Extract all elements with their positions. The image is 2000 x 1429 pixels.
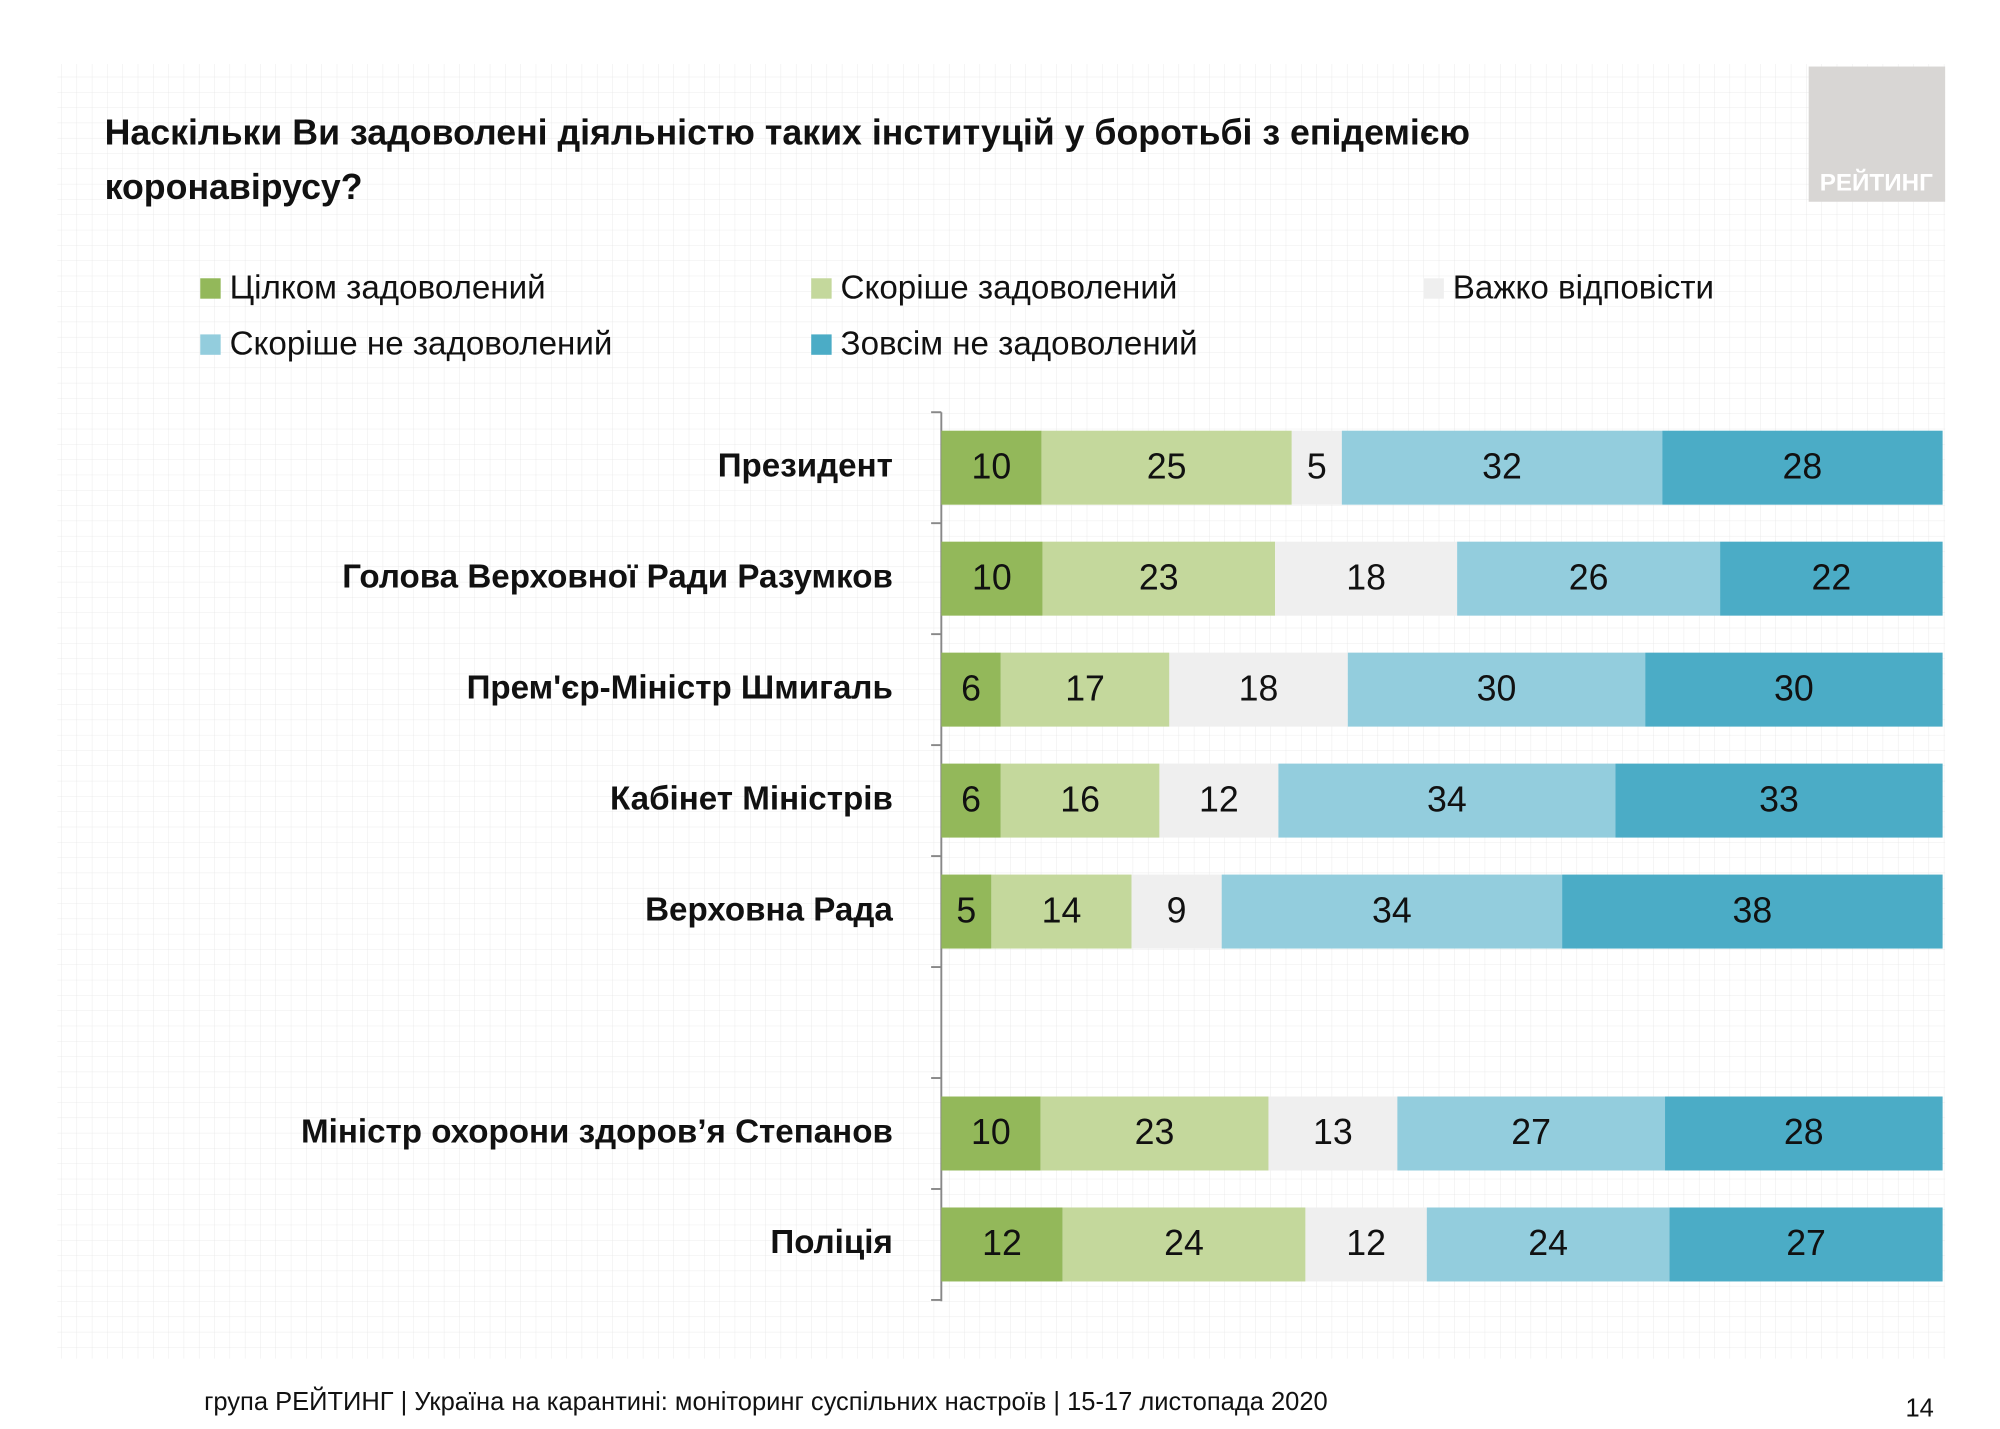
legend-swatch <box>811 334 832 355</box>
value-label: 28 <box>1784 1112 1824 1152</box>
value-label: 17 <box>1065 668 1105 708</box>
bar-segment <box>941 1096 1041 1171</box>
bar-segment <box>1615 763 1943 838</box>
value-label: 26 <box>1569 557 1609 597</box>
value-label: 16 <box>1060 779 1100 819</box>
bar-segment <box>1275 541 1458 616</box>
value-label: 32 <box>1482 446 1522 486</box>
bar-segment <box>1662 430 1943 505</box>
bar-segment <box>1305 1207 1427 1282</box>
title-box: Наскільки Ви задоволені діяльністю таких… <box>104 112 1471 207</box>
legend-swatch <box>811 278 832 299</box>
bar-segment <box>941 763 1001 838</box>
value-label: 6 <box>961 668 981 708</box>
value-label: 18 <box>1346 557 1386 597</box>
value-label: 30 <box>1477 668 1517 708</box>
bar-segment <box>1042 541 1276 616</box>
value-label: 22 <box>1811 557 1851 597</box>
value-label: 5 <box>1307 446 1327 486</box>
bar-segment <box>1291 430 1342 505</box>
category-label: Верховна Рада <box>645 891 893 928</box>
value-label: 34 <box>1372 890 1412 930</box>
bar-segment <box>941 1207 1063 1282</box>
value-label: 14 <box>1042 890 1082 930</box>
bar-segment <box>1278 763 1616 838</box>
value-label: 23 <box>1139 557 1179 597</box>
bar-segment <box>1669 1207 1943 1282</box>
logo-box <box>1808 66 1946 202</box>
bar-segment <box>1000 652 1170 727</box>
bar-segment <box>941 874 992 949</box>
value-label: 10 <box>972 557 1012 597</box>
bar-segment <box>1268 1096 1398 1171</box>
value-label: 30 <box>1774 668 1814 708</box>
value-label: 18 <box>1239 668 1279 708</box>
value-label: 12 <box>982 1223 1022 1263</box>
value-label: 10 <box>971 1112 1011 1152</box>
bar-segment <box>941 541 1043 616</box>
value-label: 5 <box>956 890 976 930</box>
category-label: Прем'єр-Міністр Шмигаль <box>467 669 893 706</box>
value-label: 38 <box>1733 890 1773 930</box>
value-label: 24 <box>1528 1223 1568 1263</box>
category-label: Поліція <box>770 1224 892 1261</box>
bar-segment <box>1457 541 1721 616</box>
category-label: Президент <box>718 447 893 484</box>
legend-swatch <box>200 278 221 299</box>
value-label: 12 <box>1346 1223 1386 1263</box>
legend-label: Зовсім не задоволений <box>841 326 1198 363</box>
value-label: 24 <box>1164 1223 1204 1263</box>
value-label: 23 <box>1135 1112 1175 1152</box>
bar-segment <box>1131 874 1222 949</box>
legend-label: Скоріше не задоволений <box>230 326 613 363</box>
bar-segment <box>1169 652 1348 727</box>
category-label: Міністр охорони здоров’я Степанов <box>301 1113 893 1150</box>
legend-label: Скоріше задоволений <box>841 270 1178 307</box>
page-number: 14 <box>1905 1394 1933 1422</box>
bar-segment <box>1062 1207 1306 1282</box>
bar-segment <box>941 652 1001 727</box>
bar-segment <box>941 430 1042 505</box>
value-label: 13 <box>1313 1112 1353 1152</box>
bar-segment <box>1040 1096 1269 1171</box>
value-label: 27 <box>1511 1112 1551 1152</box>
chart-title: Наскільки Ви задоволені діяльністю таких… <box>104 112 1471 207</box>
bar-segment <box>1041 430 1292 505</box>
value-label: 25 <box>1147 446 1187 486</box>
legend-swatch <box>200 334 221 355</box>
value-label: 33 <box>1759 779 1799 819</box>
bar-segment <box>1221 874 1563 949</box>
bar-segment <box>1645 652 1943 727</box>
value-label: 27 <box>1786 1223 1826 1263</box>
category-label: Кабінет Міністрів <box>610 780 893 817</box>
bar-segment <box>1000 763 1160 838</box>
bar-segment <box>1665 1096 1943 1171</box>
value-label: 12 <box>1199 779 1239 819</box>
footer: група РЕЙТИНГ | Україна на карантині: мо… <box>204 1386 1328 1416</box>
legend-swatch <box>1423 278 1444 299</box>
bar-segment <box>1341 430 1663 505</box>
bar-segment <box>991 874 1132 949</box>
bar-segment <box>1562 874 1943 949</box>
bar-segment <box>1397 1096 1666 1171</box>
value-label: 6 <box>961 779 981 819</box>
value-label: 9 <box>1167 890 1187 930</box>
bar-segment <box>1720 541 1943 616</box>
value-label: 10 <box>972 446 1012 486</box>
bar-segment <box>1159 763 1279 838</box>
category-label: Голова Верховної Ради Разумков <box>342 558 893 595</box>
bar-segment <box>1426 1207 1670 1282</box>
logo: РЕЙТИНГ <box>1820 168 1933 196</box>
value-label: 28 <box>1783 446 1823 486</box>
value-label: 34 <box>1427 779 1467 819</box>
bar-segment <box>1347 652 1646 727</box>
legend-label: Важко відповісти <box>1453 270 1714 307</box>
legend-label: Цілком задоволений <box>230 270 546 307</box>
